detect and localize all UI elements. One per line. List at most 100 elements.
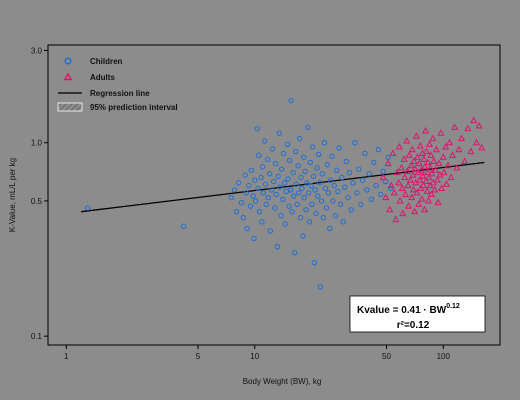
adults-point: [447, 173, 455, 181]
adults-point: [423, 187, 431, 194]
children-point: [251, 235, 257, 242]
adults-point: [408, 193, 416, 201]
adults-point: [421, 126, 430, 134]
children-point: [284, 141, 291, 148]
adults-point: [451, 123, 459, 130]
children-point: [300, 233, 306, 239]
children-point: [242, 172, 248, 178]
adults-point: [392, 215, 400, 223]
adults-point: [420, 155, 428, 162]
children-point: [304, 180, 310, 186]
y-tick-label: 3.0: [31, 46, 43, 55]
legend: Children Adults Regression line 95% pred…: [57, 57, 178, 112]
adults-point: [409, 171, 417, 178]
children-point: [252, 198, 259, 204]
adults-point: [422, 177, 430, 185]
adults-point: [431, 166, 440, 173]
equation-exponent: 0.12: [446, 303, 460, 310]
adults-point: [434, 198, 442, 206]
equation-text: Kvalue = 0.41 · BW0.12: [357, 303, 460, 316]
children-point: [337, 201, 344, 208]
children-point: [277, 184, 283, 190]
adults-point: [400, 155, 408, 162]
children-point: [348, 207, 354, 213]
adults-point: [410, 157, 418, 164]
children-point: [327, 225, 333, 232]
children-point: [296, 135, 303, 142]
adults-point: [401, 173, 409, 181]
y-tick-label: 0.1: [31, 332, 43, 341]
children-point: [243, 190, 249, 196]
children-point: [291, 193, 297, 199]
adults-point: [412, 132, 420, 139]
equation-prefix: Kvalue = 0.41 · BW: [357, 305, 447, 316]
x-tick-label: 10: [250, 352, 259, 361]
adults-point: [453, 163, 461, 171]
children-point: [354, 190, 360, 196]
adults-point: [429, 134, 437, 142]
adults-point: [437, 129, 445, 136]
children-point: [279, 166, 285, 172]
adults-point: [390, 188, 398, 196]
children-point: [269, 187, 275, 193]
children-point: [319, 171, 325, 177]
children-point: [240, 214, 247, 221]
children-point: [350, 180, 356, 186]
adults-point: [415, 200, 423, 207]
adults-point: [424, 158, 432, 166]
children-point: [314, 165, 320, 171]
children-point: [320, 214, 327, 221]
children-point: [335, 188, 341, 195]
adults-point: [467, 147, 475, 155]
children-point: [316, 180, 323, 186]
adults-point: [415, 159, 423, 167]
adults-point: [442, 142, 450, 150]
adults-point: [422, 147, 431, 155]
children-point: [235, 180, 242, 186]
adults-point: [379, 173, 387, 181]
equation-box: Kvalue = 0.41 · BW0.12 r²=0.12: [349, 295, 486, 333]
adults-point: [401, 190, 409, 197]
legend-children-label: Children: [90, 57, 123, 66]
legend-regression-label: Regression line: [90, 89, 150, 98]
children-point: [364, 187, 370, 193]
legend-adults-marker: [63, 72, 73, 81]
adults-point: [425, 140, 434, 147]
children-point: [331, 182, 337, 189]
adults-point: [457, 134, 466, 142]
children-point: [297, 214, 304, 221]
children-point: [275, 173, 281, 180]
children-point: [281, 180, 288, 186]
children-point: [368, 196, 375, 202]
children-point: [292, 250, 298, 256]
children-point: [256, 208, 263, 215]
children-point: [306, 219, 313, 225]
adults-point: [419, 181, 427, 189]
adults-point: [420, 205, 429, 213]
children-point: [228, 194, 234, 201]
children-point: [340, 219, 347, 225]
adults-point: [461, 157, 469, 164]
adults-point: [382, 193, 390, 201]
children-point: [258, 174, 264, 181]
children-point: [264, 156, 271, 163]
children-point: [373, 182, 379, 189]
adults-point: [472, 138, 480, 146]
children-point: [244, 225, 250, 232]
adults-point: [438, 184, 446, 191]
children-point: [278, 212, 284, 219]
children-point: [339, 174, 345, 181]
adults-point: [413, 188, 421, 196]
adults-point: [431, 185, 439, 193]
adults-point: [475, 121, 483, 129]
children-point: [309, 201, 315, 208]
adults-point: [464, 124, 472, 132]
children-point: [295, 163, 301, 169]
children-point: [252, 177, 258, 183]
children-point: [250, 193, 256, 199]
children-point: [301, 194, 307, 201]
children-point: [233, 208, 240, 215]
adults-point: [404, 181, 412, 189]
children-point: [247, 203, 254, 209]
children-point: [305, 190, 312, 196]
